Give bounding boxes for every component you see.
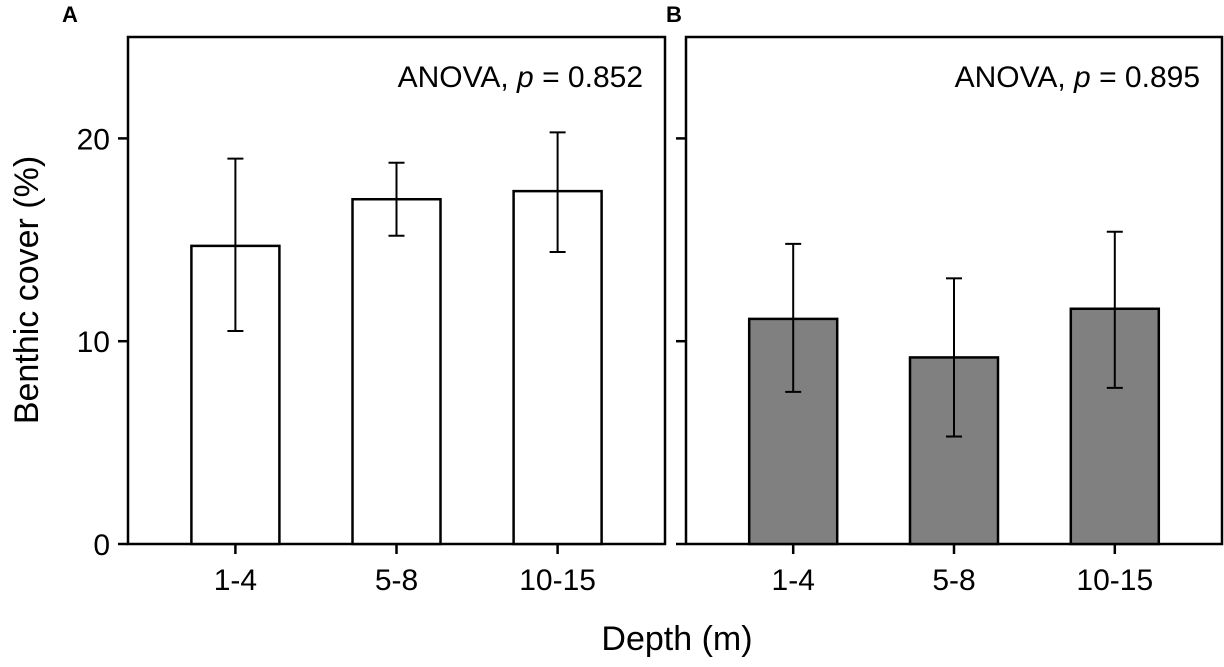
bar bbox=[351, 197, 442, 546]
panel-a-annotation-p: p bbox=[516, 61, 534, 94]
y-tick-label: 20 bbox=[77, 123, 110, 156]
panel-b-annotation-value: = 0.895 bbox=[1091, 61, 1200, 94]
panel-a: A ANOVA, p = 0.852 1-4 5-8 10-15 bbox=[62, 2, 667, 597]
x-tick-label: 1-4 bbox=[772, 564, 815, 597]
y-axis-title: Benthic cover (%) bbox=[8, 156, 46, 424]
x-tick-label: 5-8 bbox=[932, 564, 975, 597]
x-tick-label: 10-15 bbox=[519, 564, 596, 597]
x-tick-label: 10-15 bbox=[1076, 564, 1153, 597]
panel-a-annotation-prefix: ANOVA, bbox=[398, 61, 517, 94]
y-tick-labels: 0 10 20 bbox=[77, 123, 110, 562]
panel-a-annotation-value: = 0.852 bbox=[534, 61, 643, 94]
y-tick-label: 0 bbox=[93, 529, 110, 562]
panel-a-letter: A bbox=[62, 2, 78, 27]
x-tick-label: 1-4 bbox=[214, 564, 257, 597]
panel-b: B ANOVA, p = 0.895 1-4 5-8 10-15 bbox=[666, 2, 1224, 597]
x-axis-title: Depth (m) bbox=[601, 620, 752, 658]
x-tick-label: 5-8 bbox=[375, 564, 418, 597]
panel-a-annotation: ANOVA, p = 0.852 bbox=[398, 61, 643, 94]
panel-b-letter: B bbox=[666, 2, 682, 27]
panel-b-annotation: ANOVA, p = 0.895 bbox=[955, 61, 1200, 94]
panel-b-annotation-p: p bbox=[1073, 61, 1091, 94]
y-tick-label: 10 bbox=[77, 326, 110, 359]
panel-b-annotation-prefix: ANOVA, bbox=[955, 61, 1074, 94]
